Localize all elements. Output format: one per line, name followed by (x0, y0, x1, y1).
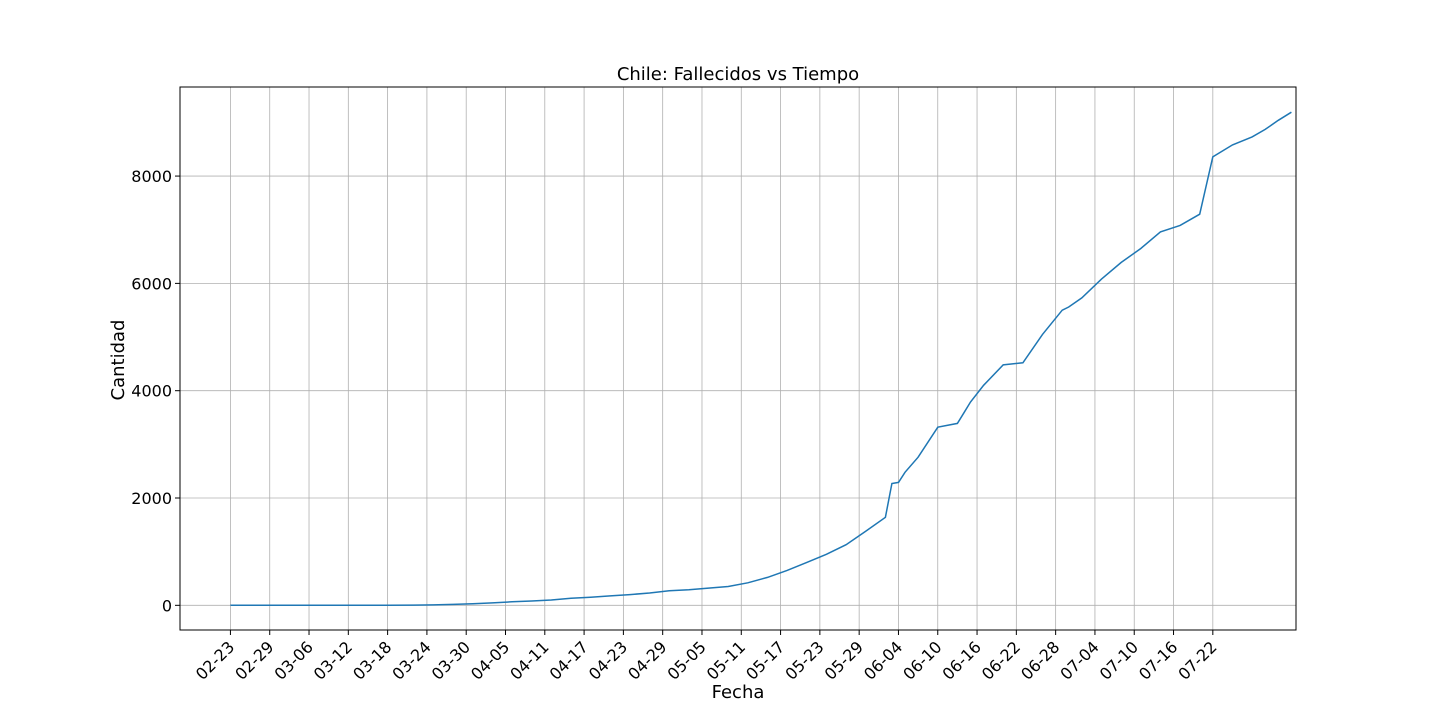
series-line (230, 111, 1292, 607)
y-tick-label: 2000 (131, 489, 172, 508)
y-axis-ticks: 0 2000 4000 6000 8000 (131, 167, 180, 615)
y-tick-label: 0 (162, 596, 172, 615)
chart-title: Chile: Fallecidos vs Tiempo (617, 64, 859, 85)
y-tick-label: 4000 (131, 382, 172, 401)
x-axis-label: Fecha (712, 682, 765, 703)
grid-lines (180, 87, 1296, 630)
y-axis-label: Cantidad (108, 320, 129, 401)
y-tick-label: 6000 (131, 274, 172, 293)
plot-frame (179, 86, 1297, 631)
y-tick-label: 8000 (131, 167, 172, 186)
